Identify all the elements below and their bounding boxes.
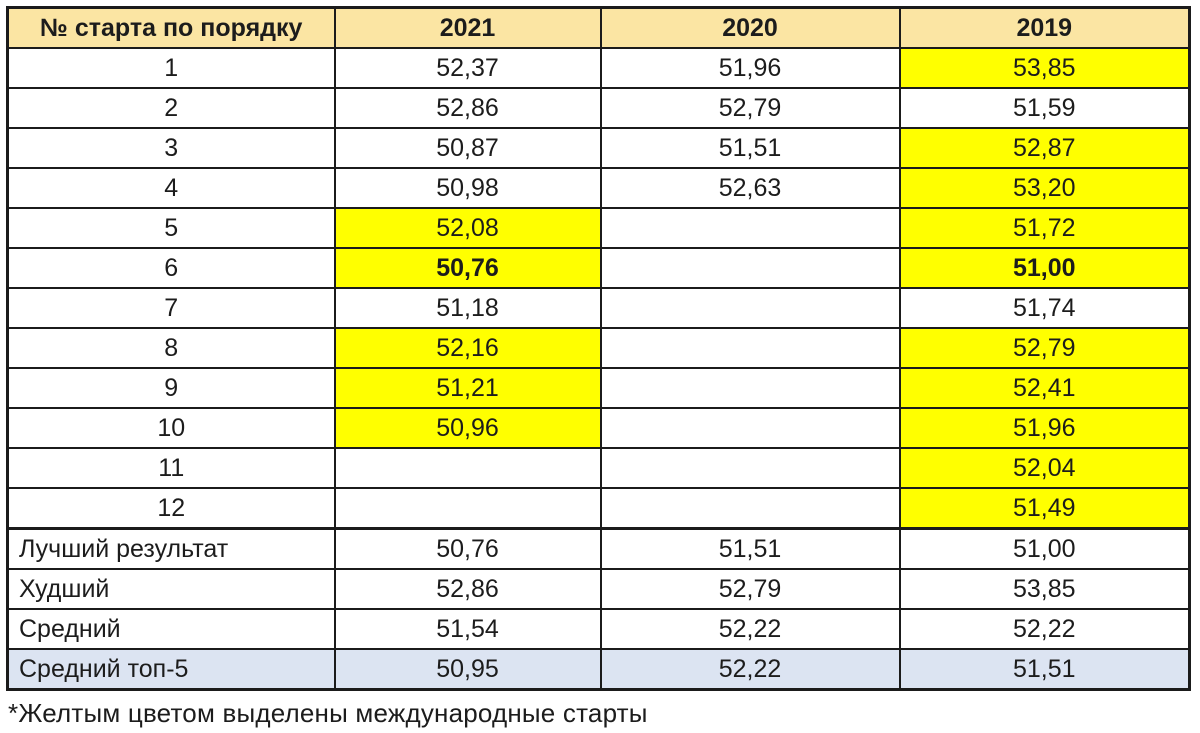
value-cell: 52,63 [599, 167, 901, 209]
value-cell: 52,22 [898, 608, 1191, 650]
value-cell: 52,04 [898, 447, 1191, 489]
summary-row: Лучший результат 50,76 51,51 51,00 [6, 527, 1191, 570]
summary-label-cell: Средний топ-5 [6, 648, 336, 691]
value-cell [599, 407, 901, 449]
table-row: 10 50,96 51,96 [6, 407, 1191, 449]
header-row: № старта по порядку 2021 2020 2019 [6, 6, 1191, 49]
row-number-cell: 7 [6, 287, 336, 329]
value-cell: 50,87 [333, 127, 602, 169]
value-cell: 51,51 [599, 527, 901, 570]
value-cell: 50,76 [333, 247, 602, 289]
value-cell: 51,59 [898, 87, 1191, 129]
table-row: 2 52,86 52,79 51,59 [6, 87, 1191, 129]
header-start-number: № старта по порядку [6, 6, 336, 49]
value-cell: 52,22 [599, 648, 901, 691]
table-header: № старта по порядку 2021 2020 2019 [6, 6, 1191, 49]
table-row: 7 51,18 51,74 [6, 287, 1191, 329]
summary-row: Средний топ-5 50,95 52,22 51,51 [6, 648, 1191, 691]
value-cell [599, 447, 901, 489]
summary-label-cell: Лучший результат [6, 527, 336, 570]
value-cell: 52,41 [898, 367, 1191, 409]
value-cell: 51,96 [898, 407, 1191, 449]
header-year-2020: 2020 [599, 6, 901, 49]
value-cell: 52,79 [898, 327, 1191, 369]
value-cell: 50,98 [333, 167, 602, 209]
value-cell: 52,86 [333, 568, 602, 610]
row-number-cell: 2 [6, 87, 336, 129]
row-number-cell: 11 [6, 447, 336, 489]
value-cell: 51,18 [333, 287, 602, 329]
value-cell: 52,16 [333, 327, 602, 369]
row-number-cell: 1 [6, 47, 336, 89]
value-cell: 52,79 [599, 568, 901, 610]
table-row: 6 50,76 51,00 [6, 247, 1191, 289]
summary-row: Худший 52,86 52,79 53,85 [6, 568, 1191, 610]
row-number-cell: 3 [6, 127, 336, 169]
value-cell: 51,74 [898, 287, 1191, 329]
value-cell: 52,87 [898, 127, 1191, 169]
value-cell: 51,21 [333, 367, 602, 409]
row-number-cell: 10 [6, 407, 336, 449]
value-cell: 50,95 [333, 648, 602, 691]
value-cell [599, 247, 901, 289]
value-cell: 53,20 [898, 167, 1191, 209]
table-row: 11 52,04 [6, 447, 1191, 489]
value-cell: 51,51 [898, 648, 1191, 691]
table-row: 8 52,16 52,79 [6, 327, 1191, 369]
value-cell [599, 327, 901, 369]
value-cell: 52,08 [333, 207, 602, 249]
value-cell: 53,85 [898, 47, 1191, 89]
table-row: 5 52,08 51,72 [6, 207, 1191, 249]
value-cell: 52,22 [599, 608, 901, 650]
value-cell: 51,72 [898, 207, 1191, 249]
value-cell: 50,96 [333, 407, 602, 449]
row-number-cell: 12 [6, 487, 336, 530]
value-cell: 51,54 [333, 608, 602, 650]
row-number-cell: 9 [6, 367, 336, 409]
summary-label-cell: Средний [6, 608, 336, 650]
table-row: 4 50,98 52,63 53,20 [6, 167, 1191, 209]
row-number-cell: 5 [6, 207, 336, 249]
value-cell: 52,86 [333, 87, 602, 129]
data-rows-body: 1 52,37 51,96 53,85 2 52,86 52,79 51,59 3 50,87 51… [6, 47, 1191, 530]
header-year-2019: 2019 [898, 6, 1191, 49]
row-number-cell: 4 [6, 167, 336, 209]
results-table: № старта по порядку 2021 2020 2019 1 52,3… [6, 6, 1191, 691]
value-cell [599, 487, 901, 530]
value-cell: 51,49 [898, 487, 1191, 530]
value-cell: 52,79 [599, 87, 901, 129]
value-cell: 51,00 [898, 527, 1191, 570]
table-row: 9 51,21 52,41 [6, 367, 1191, 409]
value-cell [333, 487, 602, 530]
value-cell [333, 447, 602, 489]
value-cell [599, 287, 901, 329]
value-cell: 51,96 [599, 47, 901, 89]
footnote-text: *Желтым цветом выделены международные ст… [8, 698, 648, 728]
summary-row: Средний 51,54 52,22 52,22 [6, 608, 1191, 650]
value-cell: 50,76 [333, 527, 602, 570]
summary-label-cell: Худший [6, 568, 336, 610]
header-year-2021: 2021 [333, 6, 602, 49]
row-number-cell: 6 [6, 247, 336, 289]
table-row: 12 51,49 [6, 487, 1191, 530]
value-cell [599, 367, 901, 409]
summary-rows-body: Лучший результат 50,76 51,51 51,00 Худший 52,… [6, 527, 1191, 691]
table-row: 1 52,37 51,96 53,85 [6, 47, 1191, 89]
value-cell: 52,37 [333, 47, 602, 89]
value-cell: 51,51 [599, 127, 901, 169]
value-cell: 51,00 [898, 247, 1191, 289]
table-row: 3 50,87 51,51 52,87 [6, 127, 1191, 169]
row-number-cell: 8 [6, 327, 336, 369]
value-cell [599, 207, 901, 249]
value-cell: 53,85 [898, 568, 1191, 610]
